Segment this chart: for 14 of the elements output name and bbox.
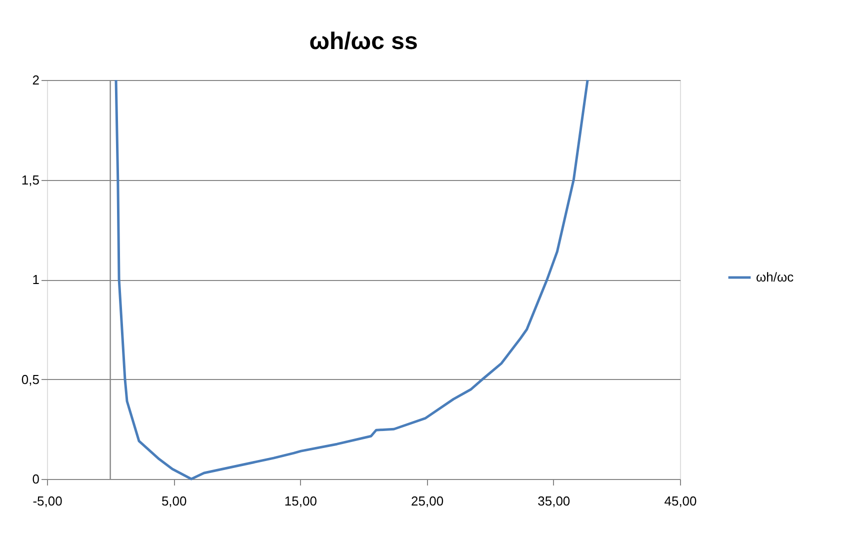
legend-label: ωh/ωc <box>756 270 794 284</box>
x-tick-label: 45,00 <box>664 494 697 508</box>
x-tick-label: 15,00 <box>284 494 317 508</box>
line-series <box>114 78 589 480</box>
y-tick-label: 1 <box>32 272 40 287</box>
y-tick-label: 1,5 <box>21 172 40 188</box>
x-tick-label: 5,00 <box>161 494 187 508</box>
x-tick-label: -5,00 <box>32 494 62 508</box>
y-tick-label: 0 <box>32 472 40 486</box>
x-tick-label: 25,00 <box>411 494 444 508</box>
y-tick-label: 2 <box>32 72 40 88</box>
chart-title: ωh/ωc ss <box>309 28 418 55</box>
y-tick-label: 0,5 <box>21 372 40 387</box>
x-tick-label: 35,00 <box>538 494 570 508</box>
